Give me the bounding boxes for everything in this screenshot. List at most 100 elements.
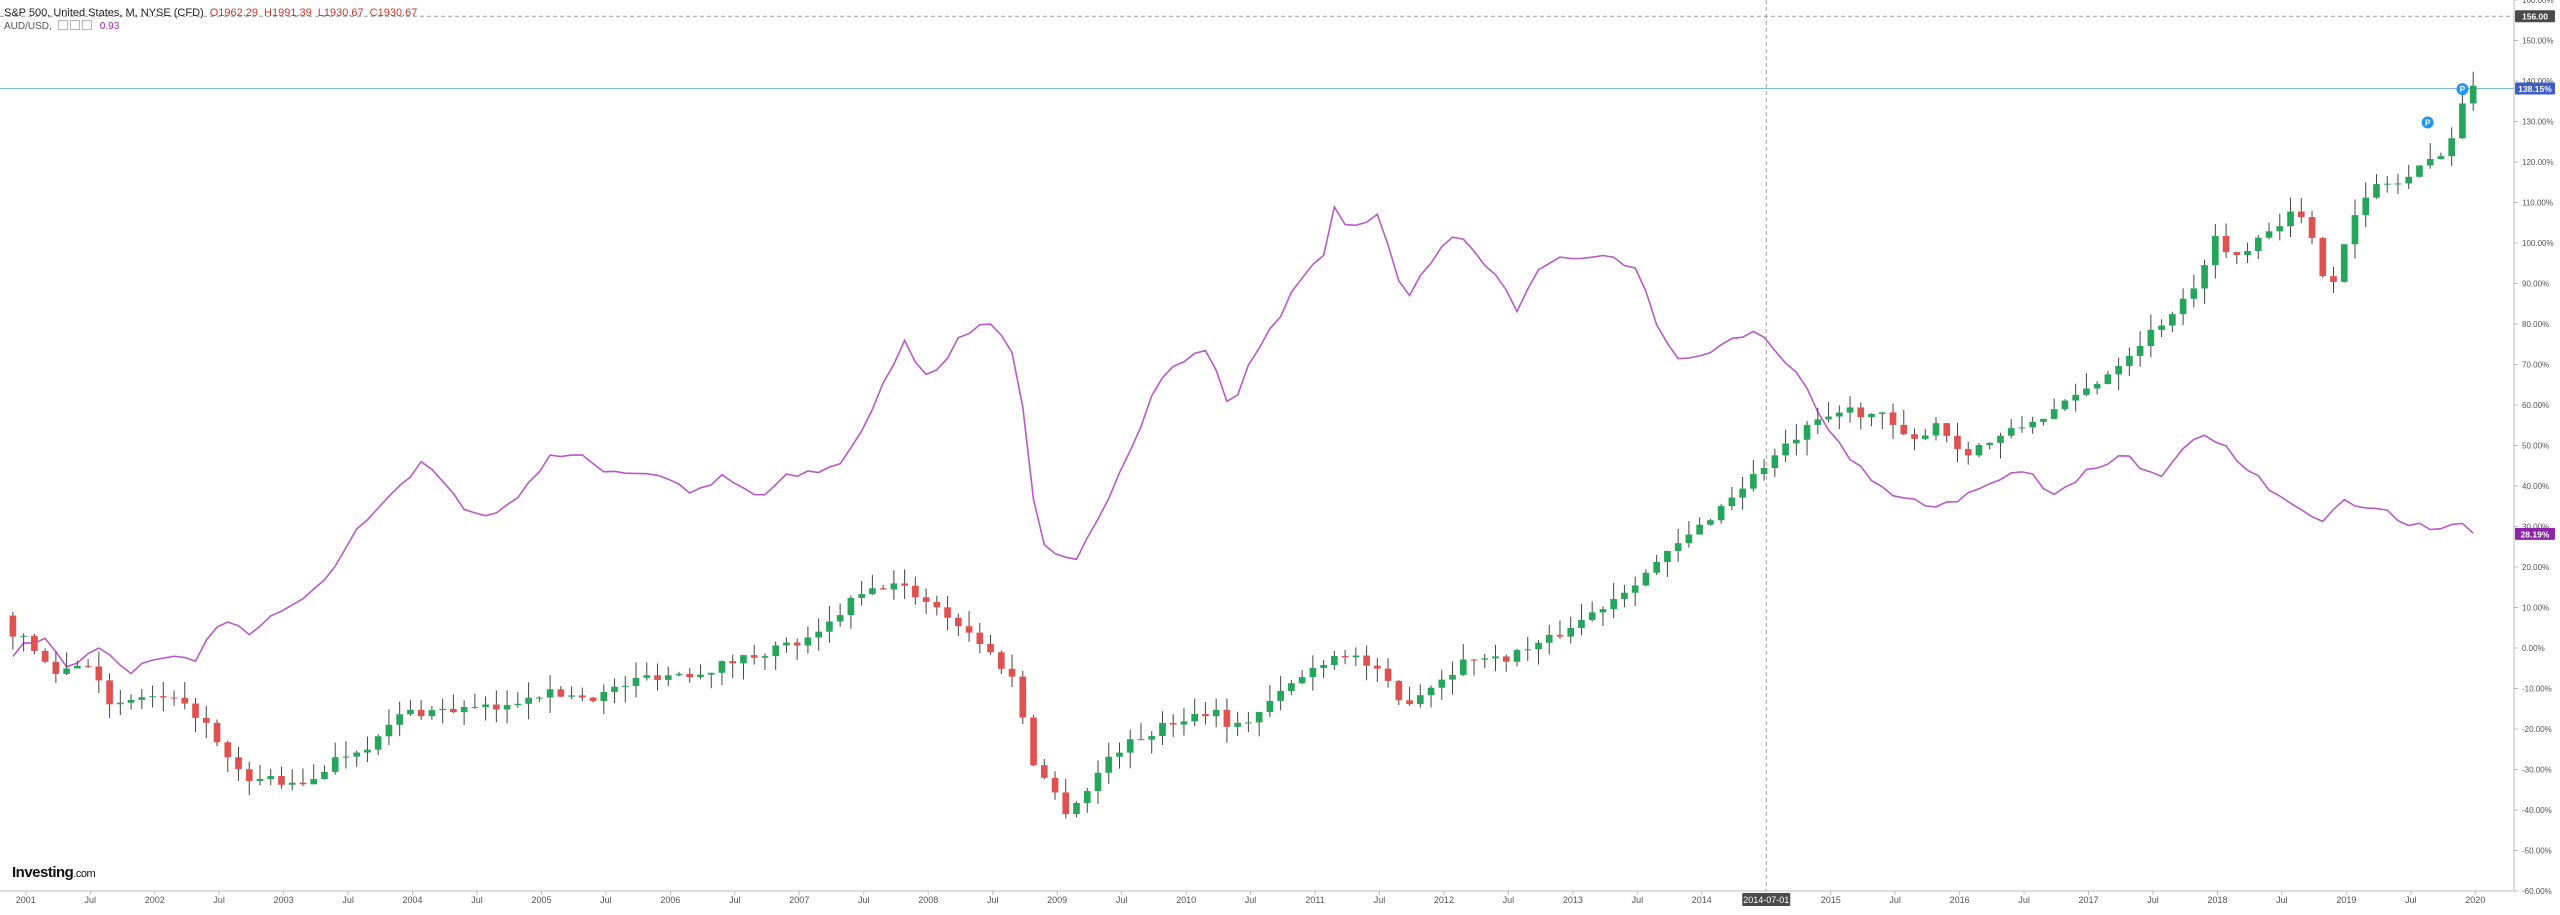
candle-body	[1277, 690, 1284, 701]
x-tick-label: Jul	[1116, 895, 1128, 905]
candle-body	[2158, 325, 2165, 330]
candle-body	[74, 665, 81, 669]
candle-body	[514, 703, 522, 706]
legend-main-row: S&P 500, United States, M, NYSE (CFD) O1…	[4, 6, 417, 20]
eye-toggle-icon[interactable]	[57, 20, 68, 30]
candle-body	[159, 696, 167, 698]
x-tick-label: 2003	[274, 895, 294, 905]
x-tick-label: 2005	[531, 895, 551, 905]
y-tick-label: 10.00%	[2522, 604, 2549, 613]
candle-body	[2405, 176, 2413, 184]
date-badge-bg	[1742, 893, 1791, 906]
candle-body	[933, 601, 941, 608]
candle-body	[310, 779, 318, 785]
event-marker-label: P	[2425, 119, 2431, 128]
candle-body	[707, 672, 715, 675]
candle-body	[2448, 138, 2456, 157]
candle-body	[1857, 407, 1865, 418]
price-badge-bg	[2515, 82, 2555, 95]
investing-logo[interactable]: Investing.com	[12, 864, 96, 881]
candle-body	[869, 588, 876, 595]
candle-body	[2029, 421, 2037, 428]
candle-body	[750, 655, 758, 658]
candle-body	[578, 695, 586, 698]
audusd-series	[12, 204, 2474, 675]
x-tick-label: Jul	[1245, 895, 1257, 905]
candle-body	[2437, 156, 2445, 159]
x-tick-label: Jul	[213, 895, 225, 905]
legend-compare-row: AUD/USD, 0.93	[4, 20, 417, 34]
candle-body	[41, 650, 49, 662]
sp500-candles	[9, 71, 2477, 819]
candle-body	[1212, 709, 1220, 717]
candle-body	[1707, 520, 1714, 525]
candle-body	[1223, 709, 1231, 727]
candle-body	[235, 757, 242, 770]
close-icon[interactable]	[81, 20, 92, 30]
symbol-title[interactable]: S&P 500, United States, M, NYSE (CFD)	[4, 7, 204, 19]
candle-body	[1932, 423, 1940, 436]
crosshair-value-badge: 156.00	[2522, 12, 2548, 22]
overlay: P P 156.00 138.15% 28.19% 2014-07-01	[1742, 10, 2555, 906]
candle-body	[1964, 449, 1972, 456]
x-tick-label: 2014	[1692, 895, 1712, 905]
candle-body	[1792, 439, 1800, 444]
y-axis: -60.00% -50.00% -40.00% -30.00% -20.00% -10.0…	[2513, 0, 2554, 896]
candle-body	[2179, 298, 2187, 315]
x-tick-label: 2008	[918, 895, 938, 905]
candle-body	[1513, 650, 1521, 662]
candle-body	[1427, 687, 1435, 696]
x-tick-label: 2001	[16, 895, 36, 905]
candle-body	[1911, 434, 1918, 439]
x-tick-label: Jul	[1632, 895, 1644, 905]
candle-body	[1739, 488, 1746, 498]
candle-body	[1169, 722, 1177, 725]
legend: S&P 500, United States, M, NYSE (CFD) O1…	[4, 6, 417, 34]
candle-body	[815, 631, 822, 638]
candle-body	[654, 675, 661, 680]
high-value: H1991.39	[264, 7, 312, 19]
candle-body	[2136, 345, 2144, 356]
candle-body	[2233, 252, 2241, 256]
candle-body	[557, 689, 565, 697]
candle-body	[1868, 413, 1875, 418]
candle-body	[2104, 374, 2112, 384]
candle-body	[2050, 409, 2058, 419]
candle-body	[1685, 534, 1693, 544]
y-tick-label: -40.00%	[2522, 806, 2552, 815]
candle-body	[1245, 722, 1252, 724]
candle-body	[267, 776, 275, 779]
candle-body	[170, 697, 178, 699]
candle-body	[1202, 713, 1209, 717]
candle-body	[1083, 791, 1091, 803]
y-tick-label: 160.00%	[2522, 0, 2554, 5]
candle-body	[482, 704, 489, 708]
candle-body	[2265, 231, 2273, 238]
candle-body	[847, 597, 855, 616]
candle-body	[450, 709, 457, 713]
y-tick-label: 80.00%	[2522, 320, 2549, 329]
candle-body	[2126, 355, 2133, 366]
price-badge: 138.15%	[2518, 84, 2552, 94]
candle-body	[1921, 435, 1929, 439]
settings-icon[interactable]	[69, 20, 80, 30]
y-tick-label: 100.00%	[2522, 239, 2554, 248]
event-marker-icon	[2421, 116, 2434, 129]
candle-body	[1298, 677, 1306, 684]
compare-symbol[interactable]: AUD/USD,	[4, 21, 52, 32]
candle-body	[1288, 683, 1295, 691]
y-tick-label: 50.00%	[2522, 442, 2549, 451]
candle-body	[407, 709, 414, 715]
candle-body	[826, 621, 833, 632]
candle-body	[1363, 655, 1370, 666]
candle-body	[106, 680, 113, 705]
candle-body	[944, 607, 951, 618]
y-tick-label: 30.00%	[2522, 523, 2549, 532]
candle-body	[127, 699, 135, 703]
x-tick-label: 2012	[1434, 895, 1454, 905]
candle-body	[439, 709, 446, 711]
x-tick-label: Jul	[2147, 895, 2159, 905]
candle-body	[1008, 668, 1016, 677]
candle-body	[890, 583, 898, 590]
